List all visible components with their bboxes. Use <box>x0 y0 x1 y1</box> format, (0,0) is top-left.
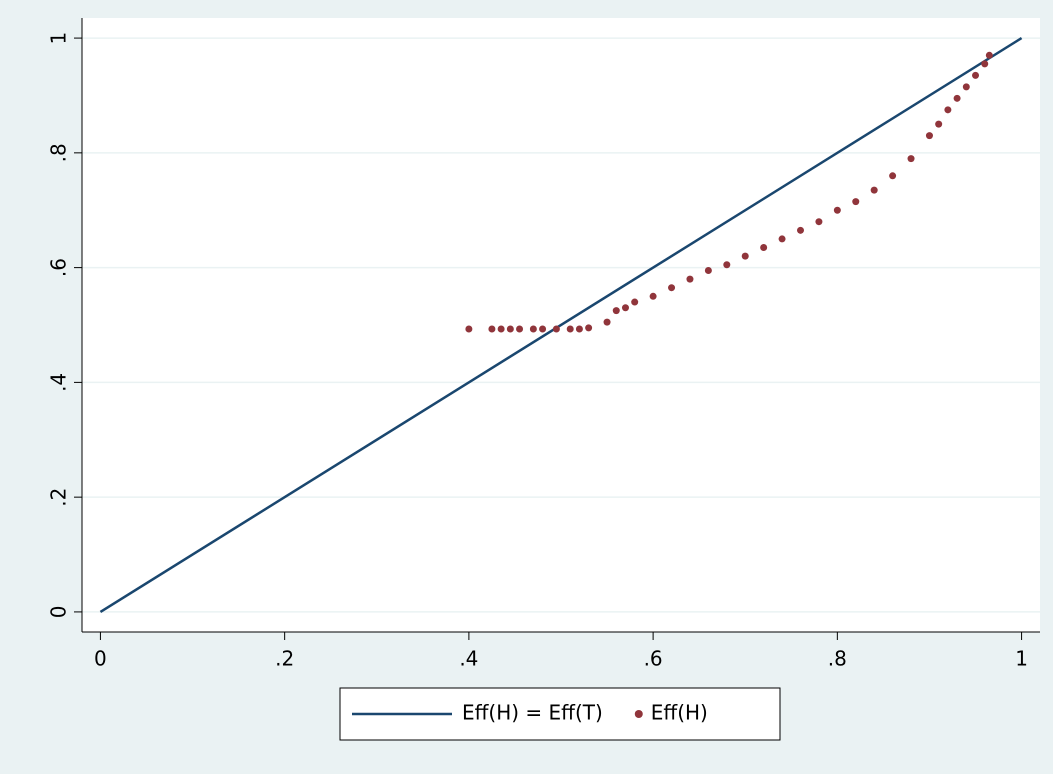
scatter-point <box>723 261 731 269</box>
scatter-point <box>506 325 514 333</box>
scatter-point <box>907 155 915 163</box>
scatter-point <box>603 318 611 326</box>
scatter-point <box>870 186 878 194</box>
scatter-point <box>981 60 989 68</box>
x-tick-label: .4 <box>459 647 478 671</box>
scatter-point <box>649 292 657 300</box>
scatter-point <box>962 83 970 91</box>
scatter-point <box>944 106 952 114</box>
scatter-point <box>778 235 786 243</box>
x-tick-label: 1 <box>1015 647 1028 671</box>
scatter-point <box>972 71 980 79</box>
scatter-point <box>797 226 804 234</box>
scatter-point <box>935 120 943 128</box>
y-tick-label: .8 <box>47 143 71 162</box>
scatter-point <box>529 325 537 333</box>
scatter-point <box>516 325 524 333</box>
scatter-point <box>566 325 574 333</box>
scatter-point <box>621 304 629 312</box>
scatter-point <box>889 172 897 180</box>
y-tick-label: 1 <box>47 32 71 45</box>
scatter-point <box>585 324 593 332</box>
scatter-point <box>985 51 993 59</box>
y-tick-label: .6 <box>47 258 71 277</box>
y-tick-label: 0 <box>47 606 71 619</box>
x-tick-label: .8 <box>828 647 847 671</box>
scatter-point <box>833 206 841 214</box>
scatter-point <box>953 94 961 102</box>
scatter-point <box>704 266 712 274</box>
scatter-point <box>925 132 933 140</box>
scatter-point <box>465 325 473 333</box>
scatter-point <box>815 218 823 226</box>
scatter-point <box>741 252 749 260</box>
scatter-point <box>539 325 547 333</box>
legend-label: Eff(H) = Eff(T) <box>462 701 603 725</box>
x-tick-label: .2 <box>275 647 294 671</box>
scatter-point <box>631 298 639 306</box>
scatter-point <box>852 198 860 206</box>
x-tick-label: .6 <box>644 647 663 671</box>
scatter-point <box>497 325 505 333</box>
x-tick-label: 0 <box>94 647 107 671</box>
y-tick-label: .2 <box>47 488 71 507</box>
scatter-point <box>488 325 496 333</box>
scatter-point <box>612 307 620 315</box>
legend-label: Eff(H) <box>651 701 708 725</box>
scatter-point <box>686 275 694 283</box>
y-tick-label: .4 <box>47 373 71 392</box>
scatter-point <box>552 325 560 333</box>
legend-marker <box>634 710 643 718</box>
scatter-point <box>575 325 583 333</box>
scatter-point <box>668 284 676 292</box>
scatter-point <box>760 244 768 252</box>
line-series <box>99 37 1023 613</box>
